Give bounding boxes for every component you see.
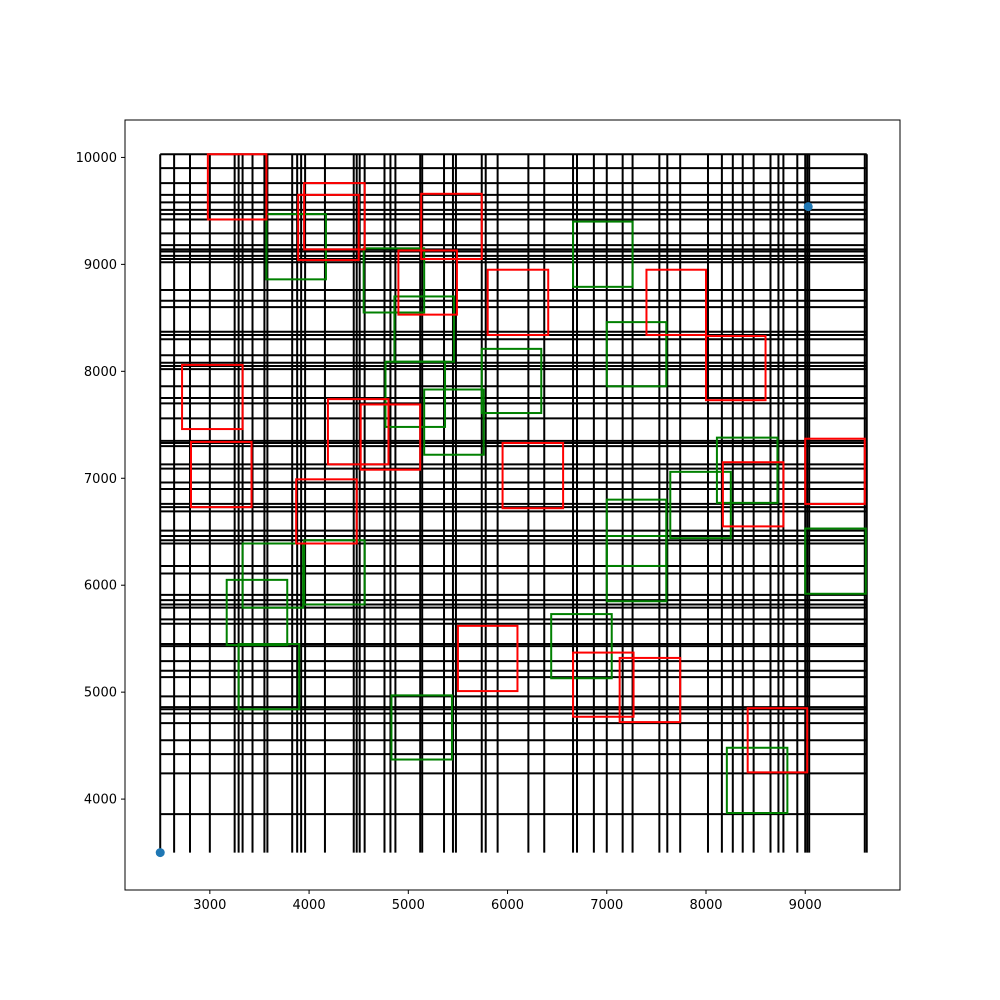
red-square-3: [420, 192, 483, 261]
red-square-10: [359, 403, 422, 471]
x-tick-label-2: 5000: [392, 898, 425, 913]
y-tick-label-6: 10000: [76, 151, 117, 166]
green-square-18: [390, 694, 453, 761]
red-square-9: [326, 398, 390, 466]
data-point-1: [803, 202, 813, 212]
data-point-0: [155, 848, 165, 858]
red-square-14: [721, 461, 785, 528]
y-tick-label-5: 9000: [84, 258, 117, 273]
y-tick-label-3: 7000: [84, 472, 117, 487]
red-square-19: [746, 707, 809, 774]
y-tick-label-4: 8000: [84, 365, 117, 380]
green-square-5: [480, 347, 543, 415]
y-axis: 4000 5000 6000 7000 8000 9000 10000: [76, 151, 125, 808]
y-tick-label-2: 6000: [84, 579, 117, 594]
red-square-15: [295, 478, 358, 545]
red-square-0: [206, 153, 268, 221]
plot-area-frame: [124, 119, 901, 891]
green-square-19: [725, 746, 789, 815]
green-square-8: [715, 436, 779, 504]
x-tick-label-0: 3000: [193, 898, 226, 913]
green-square-11: [605, 535, 668, 603]
red-square-8: [181, 363, 244, 431]
x-tick-label-3: 6000: [491, 898, 524, 913]
red-square-18: [618, 656, 682, 724]
green-square-0: [265, 213, 327, 281]
red-square-11: [189, 440, 253, 509]
green-square-6: [384, 360, 447, 428]
green-square-10: [605, 498, 668, 567]
green-square-3: [572, 220, 634, 288]
points-layer: [155, 202, 813, 858]
y-tick-label-1: 5000: [84, 686, 117, 701]
y-tick-label-0: 4000: [84, 793, 117, 808]
green-square-7: [423, 388, 485, 456]
red-square-12: [501, 441, 565, 510]
x-axis: 3000 4000 5000 6000 7000 8000 9000: [193, 890, 822, 913]
green-square-4: [605, 321, 668, 388]
squares-layer: [181, 153, 867, 815]
x-tick-label-4: 7000: [590, 898, 623, 913]
x-tick-label-6: 9000: [789, 898, 822, 913]
red-square-17: [572, 651, 635, 718]
red-square-4: [397, 249, 458, 316]
green-square-17: [237, 643, 301, 711]
x-tick-label-1: 4000: [293, 898, 326, 913]
green-square-15: [225, 578, 289, 647]
red-square-7: [705, 335, 767, 402]
green-square-9: [669, 470, 732, 540]
red-square-6: [645, 268, 708, 336]
green-square-16: [550, 613, 613, 680]
x-tick-label-5: 8000: [689, 898, 722, 913]
green-square-13: [241, 542, 305, 609]
red-square-5: [486, 268, 550, 336]
red-square-2: [297, 193, 360, 262]
green-square-14: [804, 527, 867, 595]
red-square-16: [456, 624, 519, 693]
red-square-13: [804, 437, 866, 505]
red-square-1: [303, 182, 366, 251]
